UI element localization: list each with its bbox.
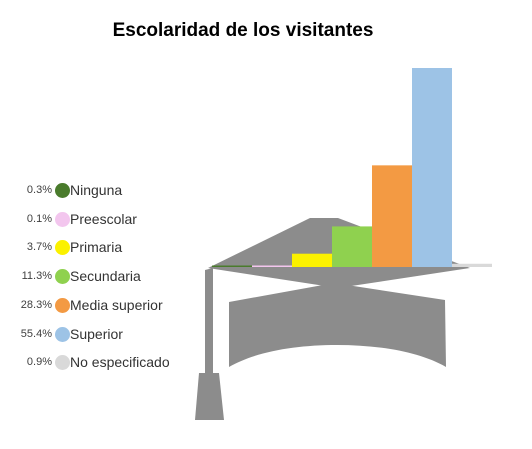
- legend-swatch-media-superior: [55, 297, 70, 313]
- legend-item-primaria: 3.7% Primaria: [6, 238, 206, 258]
- legend-value-preescolar: 0.1%: [26, 212, 52, 225]
- legend-item-secundaria: 11.3% Secundaria: [6, 267, 206, 287]
- legend-swatch-secundaria: [55, 269, 70, 285]
- legend-item-media-superior: 28.3% Media superior: [6, 296, 206, 316]
- legend-swatch-ninguna: [55, 183, 70, 198]
- legend-label-primaria: Primaria: [70, 239, 123, 256]
- chart-title: Escolaridad de los visitantes: [112, 20, 374, 41]
- legend-label-media-superior: Media superior: [70, 296, 163, 313]
- legend-swatch-primaria: [55, 240, 70, 256]
- legend-item-no-especificado: 0.9% No especificado: [6, 353, 206, 373]
- legend-value-media-superior: 28.3%: [20, 298, 52, 311]
- legend-item-preescolar: 0.1% Preescolar: [6, 210, 206, 230]
- legend-label-no-especificado: No especificado: [70, 354, 170, 371]
- legend-swatch-superior: [55, 326, 70, 342]
- legend-item-superior: 55.4% Superior: [6, 325, 206, 345]
- legend-value-secundaria: 11.3%: [21, 270, 52, 283]
- legend-item-ninguna: 0.3% Ninguna: [6, 181, 206, 201]
- legend-value-primaria: 3.7%: [26, 241, 52, 254]
- legend-swatch-preescolar: [55, 211, 70, 227]
- bar-ninguna: [212, 265, 252, 267]
- legend-value-no-especificado: 0.9%: [26, 356, 52, 369]
- legend-label-preescolar: Preescolar: [70, 210, 137, 227]
- bar-no-especificado: [452, 263, 492, 267]
- legend-swatch-no-especificado: [55, 355, 70, 371]
- bar-media-superior: [372, 165, 412, 267]
- bar-superior: [412, 68, 452, 267]
- legend-value-ninguna: 0.3%: [26, 184, 52, 196]
- legend-label-superior: Superior: [70, 325, 123, 342]
- bar-preescolar: [252, 265, 292, 267]
- legend-label-ninguna: Ninguna: [70, 182, 123, 198]
- legend-label-secundaria: Secundaria: [70, 268, 141, 285]
- bar-primaria: [292, 253, 332, 267]
- legend-value-superior: 55.4%: [20, 327, 52, 340]
- bar-secundaria: [332, 226, 372, 267]
- bars-layer: [212, 68, 492, 267]
